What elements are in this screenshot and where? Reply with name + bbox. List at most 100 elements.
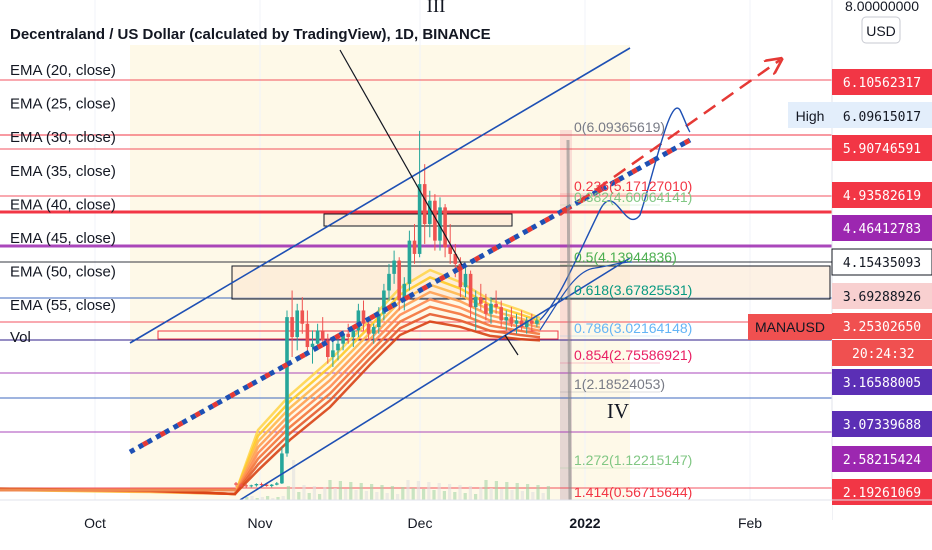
volume-bar (349, 482, 353, 500)
candle-body (422, 184, 427, 224)
currency-button[interactable] (861, 16, 901, 44)
candle-body (377, 313, 381, 328)
fibonacci-levels: 0(6.09365619) 0.236(5.17127010)0.382(4.60… (560, 119, 692, 501)
candle-body (331, 350, 335, 357)
candles (0, 130, 539, 492)
time-axis-ticks: Oct Nov Dec 2022 Feb (84, 515, 762, 531)
indicator-legend: EMA (20, close) EMA (25, close) EMA (30, c… (10, 62, 116, 314)
volume-bar (245, 497, 249, 500)
volume-bar (281, 496, 285, 500)
wave-label-iii: III (427, 0, 446, 17)
candle-body (407, 240, 412, 284)
candle-body (249, 485, 254, 487)
price-tag-box (832, 182, 932, 208)
price-tag-box (832, 313, 932, 339)
candle-body (397, 260, 401, 301)
time-axis-tick: Dec (408, 515, 433, 531)
volume-bars (240, 460, 550, 500)
volume-bar (458, 485, 462, 500)
volume-bar (406, 480, 410, 500)
volume-bar (546, 486, 550, 500)
channel-upper-line[interactable] (129, 47, 631, 344)
candle-body (428, 200, 432, 224)
candle-body (315, 330, 320, 344)
volume-bar (526, 484, 530, 500)
candle-body (499, 307, 503, 321)
volume-bar (432, 490, 436, 500)
fib-level-label: 0.236(5.17127010) (574, 178, 692, 194)
candle-body (234, 483, 238, 485)
volume-bar (396, 494, 400, 500)
candle-body (463, 273, 468, 288)
volume-bar (484, 480, 488, 500)
candle-body (295, 310, 299, 338)
candle-body (361, 310, 366, 324)
candle-body (275, 483, 279, 485)
countdown-box (832, 340, 932, 366)
projection-arrow[interactable] (559, 60, 780, 217)
high-label: High (796, 108, 825, 124)
fib-level-label: 1(2.18524053) (574, 376, 665, 392)
candle-body (443, 207, 447, 248)
candle-body (290, 317, 294, 338)
price-tag-box (832, 411, 932, 437)
wave-pointer-line (339, 49, 463, 266)
volume-bar (250, 496, 254, 500)
price-tag-box (832, 446, 932, 472)
candle-body (453, 253, 458, 264)
candle-body (473, 297, 478, 308)
resistance-box[interactable] (231, 265, 831, 300)
volume-bar (359, 483, 363, 500)
high-value-box (832, 102, 932, 128)
currency-label: USD (866, 23, 896, 39)
indicator-legend-item: EMA (40, close) (10, 196, 116, 213)
wave-label-iv: IV (607, 399, 629, 423)
fib-level-label: 0.786(3.02164148) (574, 320, 692, 336)
projected-path-lower (539, 261, 633, 331)
volume-bar (468, 486, 472, 500)
projected-path[interactable] (539, 107, 691, 321)
candle-body (387, 273, 391, 291)
countdown: 20:24:32 (852, 347, 915, 362)
time-axis-panel[interactable] (0, 500, 832, 550)
indicator-legend-item: EMA (55, close) (10, 297, 116, 314)
candle-body (484, 303, 488, 314)
channel-lower-line[interactable] (239, 257, 631, 501)
candle-body (458, 263, 463, 288)
volume-bar (271, 498, 275, 500)
price-tag-box (831, 248, 932, 276)
candle-body (417, 184, 422, 254)
candle-body (285, 317, 289, 454)
volume-bar (494, 481, 498, 500)
volume-bar (354, 490, 358, 500)
price-tag: 4.15435093 (843, 256, 921, 271)
candle-body (305, 323, 310, 348)
volume-bar (260, 497, 264, 500)
symbol-tag: MANAUSD (755, 319, 825, 335)
volume-bar (328, 480, 332, 500)
candle-body (494, 303, 498, 308)
candle-body (346, 333, 350, 338)
candle-body (280, 453, 284, 484)
volume-bar (510, 490, 514, 500)
price-tags: 6.10562317 5.90746591 4.93582619 4.46412783… (831, 69, 932, 505)
candle-body (264, 484, 269, 487)
volume-bar (266, 496, 270, 500)
volume-bar (427, 482, 431, 500)
candle-body (514, 320, 519, 324)
volume-bar (401, 487, 405, 500)
channel-midline-dashed[interactable] (128, 137, 692, 455)
price-tag: 6.10562317 (843, 76, 921, 91)
price-tag-box (832, 215, 932, 241)
candle-body (320, 330, 325, 341)
time-axis-tick: Feb (738, 515, 762, 531)
time-axis-tick: Nov (248, 515, 273, 531)
fib-level-label: 1.414(0.56715644) (574, 484, 692, 500)
price-tag: 3.25302650 (843, 320, 921, 335)
time-axis-tick: 2022 (569, 515, 600, 531)
candle-body (412, 240, 417, 254)
candle-body (341, 333, 345, 344)
candle-body (336, 343, 340, 351)
wave-pointer-line-2 (504, 334, 519, 356)
